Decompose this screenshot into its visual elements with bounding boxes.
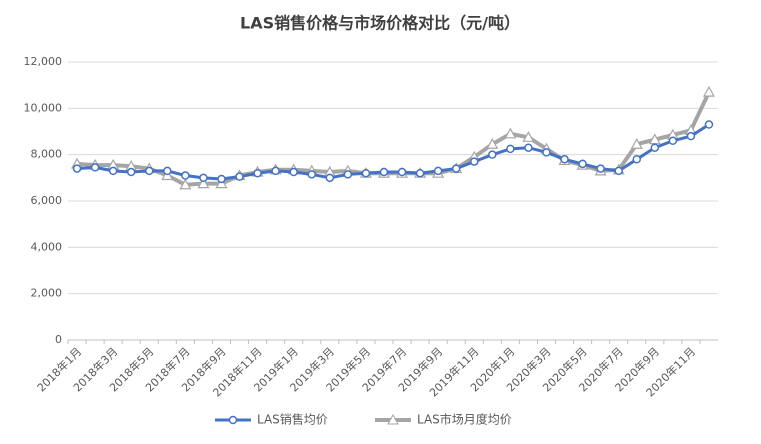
point bbox=[145, 166, 154, 176]
legend-marker bbox=[387, 413, 399, 425]
point bbox=[379, 167, 389, 177]
y-tick-label: 4,000 bbox=[31, 240, 63, 253]
point bbox=[307, 170, 316, 179]
y-tick-label: 6,000 bbox=[31, 194, 63, 207]
point bbox=[486, 138, 499, 149]
point bbox=[72, 164, 82, 173]
point bbox=[181, 171, 190, 180]
point bbox=[596, 164, 605, 173]
point bbox=[433, 166, 443, 176]
point bbox=[108, 166, 118, 176]
point bbox=[289, 167, 298, 177]
point bbox=[470, 157, 479, 166]
point bbox=[199, 173, 208, 183]
point bbox=[686, 131, 696, 141]
point bbox=[325, 173, 335, 183]
y-tick-label: 2,000 bbox=[31, 287, 63, 300]
point bbox=[90, 163, 100, 172]
point bbox=[126, 167, 136, 177]
point bbox=[630, 138, 643, 149]
legend-marker bbox=[228, 415, 238, 425]
point bbox=[235, 172, 244, 181]
point bbox=[560, 155, 569, 164]
point bbox=[704, 120, 714, 129]
point bbox=[271, 166, 280, 176]
legend-label: LAS市场月度均价 bbox=[417, 412, 512, 427]
point bbox=[415, 168, 425, 178]
point bbox=[524, 143, 533, 152]
point bbox=[504, 127, 517, 139]
y-tick-label: 10,000 bbox=[24, 101, 63, 114]
point bbox=[253, 168, 262, 178]
point bbox=[578, 159, 587, 169]
point bbox=[197, 177, 210, 189]
point bbox=[179, 178, 192, 190]
point bbox=[632, 155, 641, 164]
series bbox=[72, 120, 714, 184]
point bbox=[702, 85, 715, 97]
point bbox=[343, 170, 353, 179]
point bbox=[650, 143, 660, 152]
point bbox=[361, 168, 371, 178]
legend-label: LAS销售均价 bbox=[257, 412, 328, 427]
y-tick-label: 0 bbox=[55, 333, 62, 346]
point bbox=[397, 167, 407, 177]
point bbox=[217, 174, 226, 184]
point bbox=[614, 166, 623, 176]
point bbox=[668, 136, 678, 146]
point bbox=[506, 144, 515, 154]
y-tick-label: 12,000 bbox=[24, 55, 63, 68]
y-tick-label: 8,000 bbox=[31, 148, 63, 161]
point bbox=[163, 166, 172, 176]
point bbox=[451, 164, 461, 173]
point bbox=[522, 131, 535, 142]
point bbox=[542, 148, 551, 157]
chart-title: LAS销售价格与市场价格对比（元/吨） bbox=[240, 14, 520, 33]
point bbox=[488, 150, 497, 159]
